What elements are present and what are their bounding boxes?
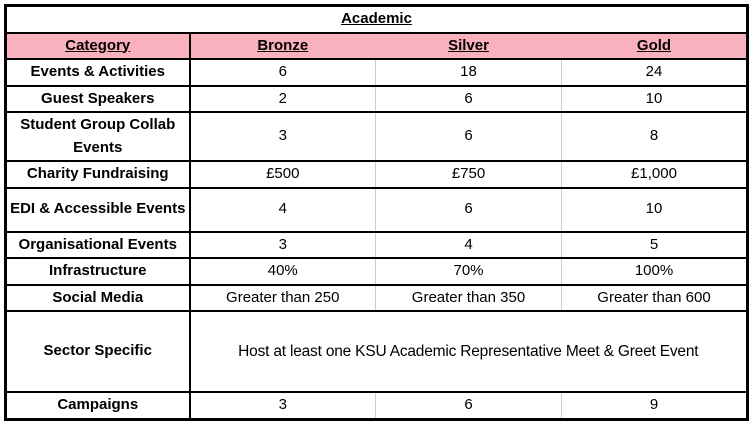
table-row-charity-fundraising: Charity Fundraising £500 £750 £1,000: [5, 160, 748, 189]
row-category: Sector Specific: [5, 310, 191, 393]
cell-gold: 5: [561, 230, 748, 259]
table-title: Academic: [5, 4, 748, 34]
cell-bronze: Greater than 250: [188, 283, 376, 312]
cell-bronze: 3: [188, 111, 376, 162]
cell-bronze: £500: [188, 160, 376, 189]
cell-bronze: 6: [188, 58, 376, 87]
cell-gold: 10: [561, 84, 748, 113]
cell-gold: 100%: [561, 257, 748, 286]
cell-merged-value: Host at least one KSU Academic Represent…: [188, 310, 748, 393]
cell-gold: 9: [561, 391, 748, 420]
column-header-silver: Silver: [375, 31, 562, 60]
cell-silver: 6: [375, 186, 562, 233]
table-row-student-group-collab: Student Group Collab Events 3 6 8: [5, 111, 748, 162]
table-row-organisational-events: Organisational Events 3 4 5: [5, 230, 748, 259]
row-category: Charity Fundraising: [5, 160, 191, 189]
row-category: Student Group Collab Events: [5, 111, 191, 162]
table-row-edi-accessible: EDI & Accessible Events 4 6 10: [5, 186, 748, 233]
column-header-category: Category: [5, 31, 190, 60]
cell-gold: Greater than 600: [561, 283, 748, 312]
cell-gold: 8: [561, 111, 748, 162]
row-category: Infrastructure: [5, 257, 191, 286]
cell-bronze: 2: [188, 84, 376, 113]
cell-bronze: 3: [188, 230, 376, 259]
column-header-gold: Gold: [561, 31, 748, 60]
cell-gold: 10: [561, 186, 748, 233]
column-header-bronze: Bronze: [188, 31, 376, 60]
row-category: Guest Speakers: [5, 84, 191, 113]
cell-silver: 70%: [375, 257, 562, 286]
cell-bronze: 40%: [188, 257, 376, 286]
row-category: Campaigns: [5, 391, 191, 420]
academic-targets-table: Academic Category Bronze Silver Gold Eve…: [4, 4, 749, 421]
cell-bronze: 3: [188, 391, 376, 420]
cell-bronze: 4: [188, 186, 376, 233]
row-category: EDI & Accessible Events: [5, 186, 191, 233]
cell-silver: 18: [375, 58, 562, 87]
cell-silver: 4: [375, 230, 562, 259]
cell-gold: 24: [561, 58, 748, 87]
table-row-social-media: Social Media Greater than 250 Greater th…: [5, 283, 748, 312]
cell-silver: £750: [375, 160, 562, 189]
title-row: Academic: [5, 4, 748, 34]
header-row: Category Bronze Silver Gold: [5, 31, 748, 60]
table-row-campaigns: Campaigns 3 6 9: [5, 391, 748, 420]
table-row-events-activities: Events & Activities 6 18 24: [5, 58, 748, 87]
table-row-guest-speakers: Guest Speakers 2 6 10: [5, 84, 748, 113]
cell-silver: 6: [375, 111, 562, 162]
row-category: Events & Activities: [5, 58, 191, 87]
cell-silver: 6: [375, 391, 562, 420]
row-category: Organisational Events: [5, 230, 191, 259]
row-category: Social Media: [5, 283, 191, 312]
cell-gold: £1,000: [561, 160, 748, 189]
cell-silver: 6: [375, 84, 562, 113]
table-row-sector-specific: Sector Specific Host at least one KSU Ac…: [5, 310, 748, 393]
table-row-infrastructure: Infrastructure 40% 70% 100%: [5, 257, 748, 286]
cell-silver: Greater than 350: [375, 283, 562, 312]
